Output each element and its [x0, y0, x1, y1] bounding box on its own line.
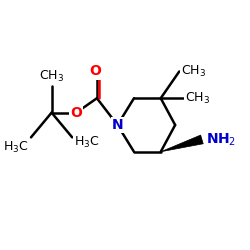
Polygon shape	[161, 135, 203, 152]
Text: CH$_3$: CH$_3$	[181, 64, 206, 79]
Text: H$_3$C: H$_3$C	[4, 140, 29, 154]
Text: N: N	[112, 118, 123, 132]
Text: CH$_3$: CH$_3$	[186, 91, 210, 106]
Text: NH$_2$: NH$_2$	[206, 131, 236, 148]
Text: CH$_3$: CH$_3$	[39, 69, 64, 84]
Text: H$_3$C: H$_3$C	[74, 135, 100, 150]
Text: O: O	[89, 64, 101, 78]
Text: O: O	[70, 106, 82, 120]
